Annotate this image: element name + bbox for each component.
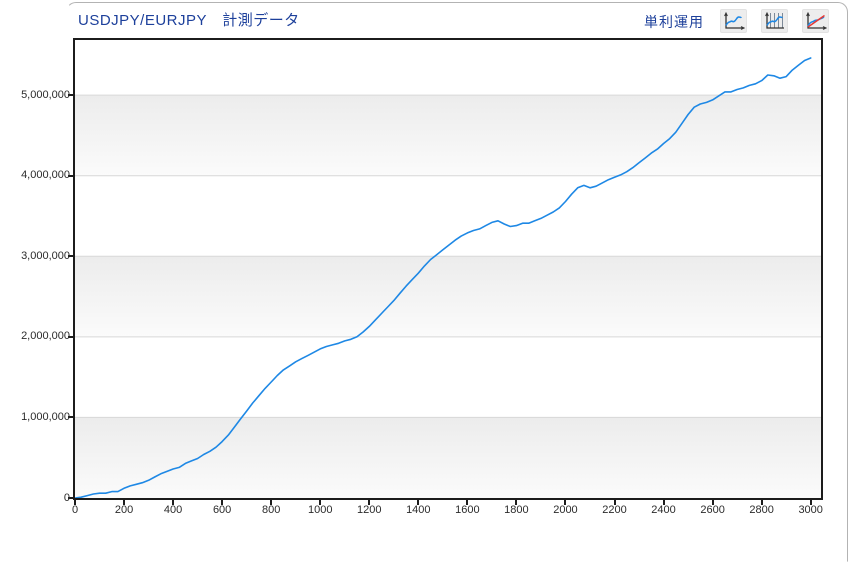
x-tick-mark bbox=[221, 500, 224, 505]
x-tick-mark bbox=[270, 500, 273, 505]
y-tick-label: 1,000,000 bbox=[21, 410, 70, 423]
line-chart-button[interactable] bbox=[720, 9, 747, 33]
x-tick-mark bbox=[760, 500, 763, 505]
x-tick-label: 2800 bbox=[749, 504, 774, 516]
y-tick-mark bbox=[68, 497, 73, 499]
y-tick-mark bbox=[68, 94, 73, 97]
x-tick-mark bbox=[564, 500, 567, 505]
x-tick-mark bbox=[74, 500, 76, 505]
x-tick-label: 1800 bbox=[504, 504, 529, 516]
line-chart-trend-button[interactable] bbox=[802, 9, 829, 33]
shaded-band bbox=[75, 95, 821, 176]
equity-curve-line bbox=[75, 57, 812, 498]
x-tick-label: 2400 bbox=[651, 504, 676, 516]
x-tick-mark bbox=[613, 500, 616, 505]
y-tick-label: 0 bbox=[63, 491, 70, 504]
x-tick-mark bbox=[172, 500, 175, 505]
x-tick-label: 600 bbox=[212, 504, 232, 516]
x-tick-label: 2600 bbox=[700, 504, 725, 516]
x-tick-label: 2000 bbox=[553, 504, 578, 516]
x-tick-mark bbox=[662, 500, 665, 505]
legend-label: 単利運用 bbox=[644, 14, 704, 30]
x-tick-label: 1000 bbox=[307, 504, 333, 516]
x-tick-mark bbox=[123, 500, 126, 505]
x-tick-label: 200 bbox=[114, 504, 134, 516]
x-tick-mark bbox=[319, 500, 322, 505]
y-tick-mark bbox=[68, 255, 73, 258]
x-tick-label: 1600 bbox=[455, 504, 480, 516]
x-tick-mark bbox=[466, 500, 469, 505]
x-tick-mark bbox=[711, 500, 714, 505]
chart-svg bbox=[75, 57, 821, 498]
x-tick-mark bbox=[417, 500, 420, 505]
x-tick-label: 400 bbox=[163, 504, 183, 516]
y-tick-mark bbox=[68, 416, 73, 419]
y-tick-label: 2,000,000 bbox=[21, 330, 70, 343]
shaded-band bbox=[75, 256, 821, 337]
x-tick-label: 0 bbox=[71, 504, 79, 516]
line-chart-bars-button[interactable] bbox=[761, 9, 788, 33]
y-tick-mark bbox=[68, 335, 73, 338]
line-chart-with-bars-icon bbox=[765, 11, 784, 29]
x-tick-label: 1200 bbox=[357, 504, 382, 516]
line-chart-icon bbox=[724, 11, 745, 30]
y-tick-label: 3,000,000 bbox=[21, 249, 70, 262]
x-tick-mark bbox=[515, 500, 518, 505]
x-tick-mark bbox=[368, 500, 371, 505]
line-chart-with-trendline-icon bbox=[806, 11, 827, 30]
page-title: USDJPY/EURJPY 計測データ bbox=[78, 12, 300, 29]
shaded-band bbox=[75, 417, 821, 498]
y-tick-label: 4,000,000 bbox=[21, 169, 70, 182]
x-tick-label: 3000 bbox=[798, 504, 823, 516]
x-tick-label: 2200 bbox=[602, 504, 627, 516]
x-tick-label: 800 bbox=[261, 504, 281, 516]
x-tick-mark bbox=[809, 500, 812, 505]
y-tick-mark bbox=[68, 174, 73, 177]
x-tick-label: 1400 bbox=[406, 504, 431, 516]
y-tick-label: 5,000,000 bbox=[21, 88, 70, 101]
